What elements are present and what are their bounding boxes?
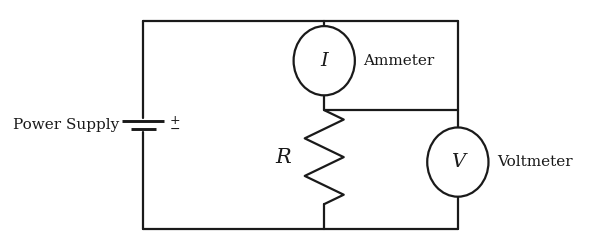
Text: I: I — [320, 52, 328, 70]
Text: Voltmeter: Voltmeter — [497, 155, 573, 169]
Ellipse shape — [427, 128, 489, 197]
Text: R: R — [275, 148, 291, 167]
Text: +: + — [170, 114, 181, 127]
Text: V: V — [451, 153, 465, 171]
Text: Power Supply: Power Supply — [13, 118, 120, 132]
Text: −: − — [170, 123, 181, 136]
Text: Ammeter: Ammeter — [363, 54, 434, 68]
Ellipse shape — [294, 26, 355, 95]
